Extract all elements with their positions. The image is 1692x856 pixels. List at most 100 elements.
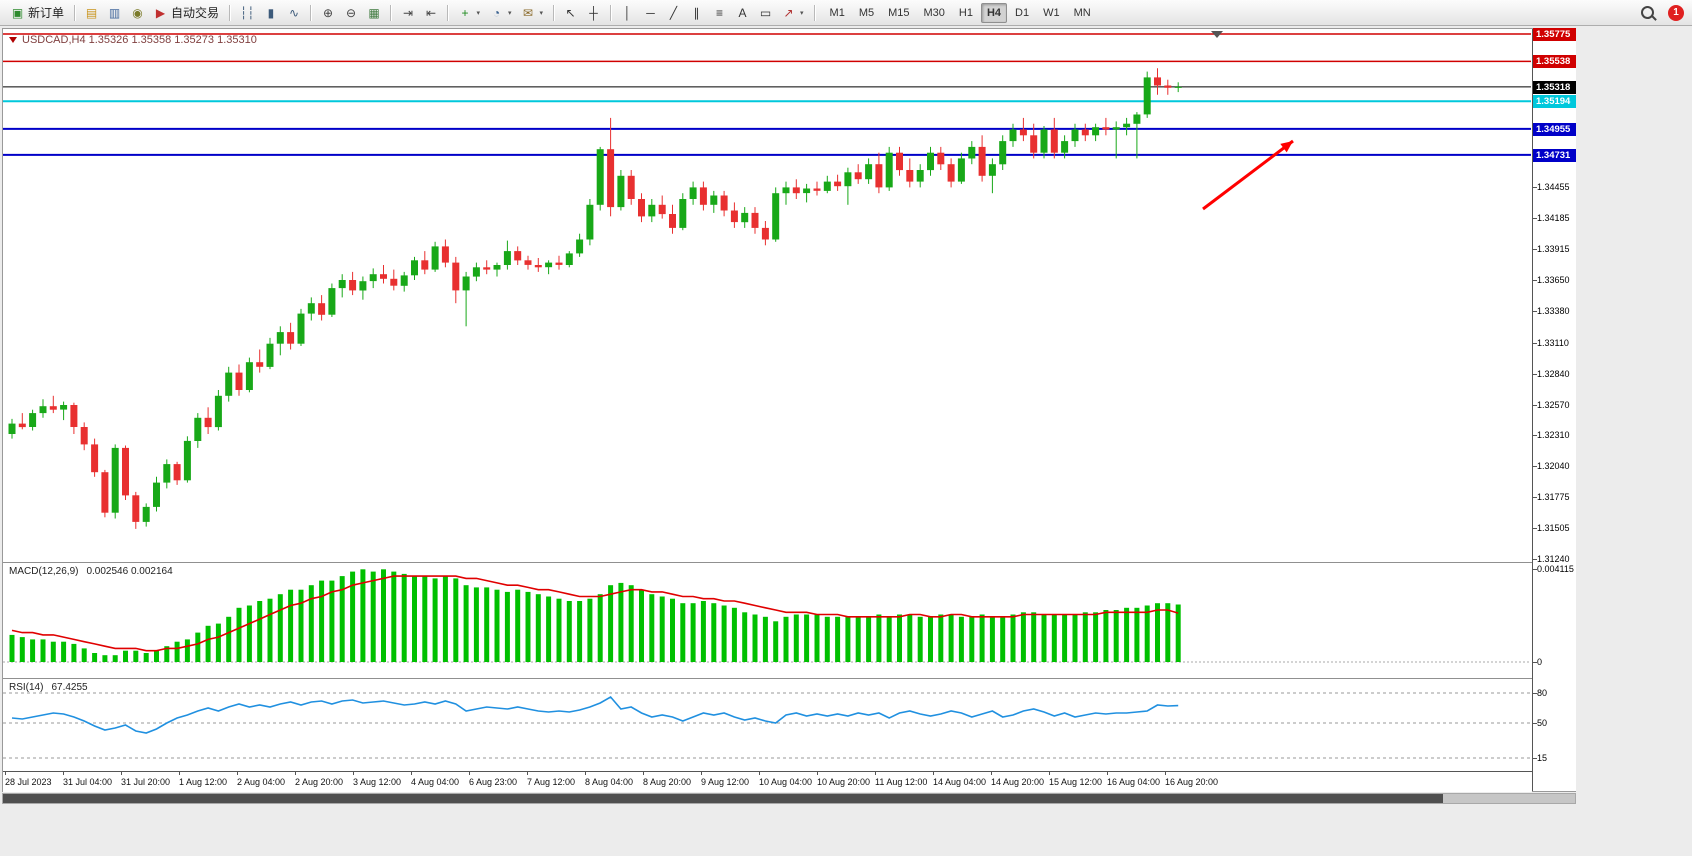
timeframe-m30-button[interactable]: M30 [923, 6, 945, 19]
price-axis-label: 1.33650 [1537, 275, 1570, 285]
bar-chart-button[interactable]: ┆┆ [235, 2, 259, 24]
horizontal-scrollbar[interactable] [2, 793, 1576, 804]
templates-button[interactable]: ✉ ▾ [517, 2, 549, 24]
time-axis-tick [353, 772, 354, 775]
time-axis-label: 2 Aug 20:00 [295, 777, 344, 787]
vertical-line-button[interactable]: │ [616, 2, 639, 24]
trend-arrow-annotation[interactable] [1202, 139, 1294, 211]
timeframe-m5-button[interactable]: M5 [858, 6, 875, 19]
horizontal-scrollbar-thumb[interactable] [3, 794, 1443, 803]
notification-badge[interactable]: 1 [1668, 4, 1684, 21]
auto-trading-button[interactable]: ▶ 自动交易 [149, 2, 224, 24]
navigator-button[interactable]: ◉ [126, 2, 149, 24]
macd-title: MACD(12,26,9) 0.002546 0.002164 [9, 566, 173, 577]
timeframe-w1-button[interactable]: W1 [1043, 6, 1060, 19]
rsi-panel[interactable] [3, 679, 1531, 771]
data-window-button[interactable]: ▥ [103, 2, 126, 24]
price-axis[interactable]: 1.34455 1.34185 1.33915 1.33650 1.33380 1.331… [1532, 28, 1576, 791]
price-chart-panel[interactable] [3, 29, 1531, 562]
periods-button[interactable]: ◔ ▾ [485, 2, 517, 24]
time-axis-tick [701, 772, 702, 775]
price-axis-label: 1.31775 [1537, 492, 1570, 502]
axis-tick [1533, 693, 1537, 694]
chart-shift-icon: ⇤ [425, 5, 437, 20]
time-axis-tick [469, 772, 470, 775]
indicators-button[interactable]: + ▾ [453, 2, 485, 24]
timeframe-d1-button[interactable]: D1 [1015, 6, 1030, 19]
dropdown-caret-icon[interactable]: ▾ [800, 9, 804, 17]
data-window-icon: ▥ [108, 5, 121, 20]
time-axis-tick [295, 772, 296, 775]
line-chart-button[interactable]: ∿ [282, 2, 305, 24]
new-order-button[interactable]: ▣ 新订单 [6, 2, 69, 24]
rsi-name: RSI(14) [9, 682, 44, 693]
time-axis-label: 14 Aug 20:00 [991, 777, 1045, 787]
arrows-button[interactable]: ↗ ▾ [777, 2, 809, 24]
toolbar-separator [310, 4, 312, 21]
timeframe-h4-button[interactable]: H4 [980, 2, 1008, 23]
timeframe-m1-button[interactable]: M1 [829, 6, 845, 19]
time-axis-label: 15 Aug 12:00 [1049, 777, 1103, 787]
time-axis-tick [121, 772, 122, 775]
fibonacci-button[interactable]: ≡ [708, 2, 731, 24]
symbol-marker-icon [9, 37, 17, 43]
price-tag-1.34731: 1.34731 [1533, 149, 1576, 162]
auto-scroll-button[interactable]: ⇥ [396, 2, 419, 24]
arrow-object-icon: ↗ [783, 5, 794, 20]
dropdown-caret-icon[interactable]: ▾ [508, 9, 512, 17]
search-button[interactable] [1636, 2, 1659, 24]
equidistant-channel-button[interactable]: ∥ [685, 2, 708, 24]
price-axis-label: 1.32310 [1537, 430, 1570, 440]
zoom-in-icon: ⊕ [322, 5, 334, 20]
candlestick-chart-button[interactable]: ▮ [259, 2, 282, 24]
panel-separator[interactable] [3, 562, 1575, 563]
timeframe-toolbar: M1 M5 M15 M30 H1 H4 D1 W1 MN [824, 2, 1097, 23]
chart-shift-button[interactable]: ⇤ [419, 2, 442, 24]
time-axis-tick [237, 772, 238, 775]
timeframe-mn-button[interactable]: MN [1073, 6, 1091, 19]
time-axis[interactable]: 28 Jul 2023 31 Jul 04:00 31 Jul 20:00 1 Aug… [3, 771, 1532, 792]
horizontal-line-button[interactable]: ─ [639, 2, 662, 24]
axis-tick [1533, 311, 1537, 312]
zoom-in-button[interactable]: ⊕ [316, 2, 339, 24]
macd-panel[interactable] [3, 563, 1531, 677]
axis-tick [1533, 569, 1537, 570]
text-button[interactable]: A [731, 2, 754, 24]
zoom-out-icon: ⊖ [345, 5, 357, 20]
axis-tick [1533, 374, 1537, 375]
time-axis-label: 3 Aug 12:00 [353, 777, 402, 787]
price-tag-1.35194: 1.35194 [1533, 95, 1576, 108]
time-axis-label: 6 Aug 23:00 [469, 777, 518, 787]
time-axis-tick [875, 772, 876, 775]
timeframe-h1-button[interactable]: H1 [958, 6, 973, 19]
rsi-value: 67.4255 [51, 682, 88, 693]
panel-separator[interactable] [3, 678, 1575, 679]
axis-tick [1533, 497, 1537, 498]
time-axis-label: 8 Aug 20:00 [643, 777, 692, 787]
rsi-title: RSI(14) 67.4255 [9, 682, 88, 693]
toolbar-separator [390, 4, 392, 21]
chart-shift-marker[interactable] [1211, 31, 1223, 38]
text-label-button[interactable]: ▭ [754, 2, 777, 24]
timeframe-m15-button[interactable]: M15 [888, 6, 910, 19]
crosshair-button[interactable]: ┼ [582, 2, 605, 24]
trendline-button[interactable]: ╱ [662, 2, 685, 24]
axis-tick [1533, 280, 1537, 281]
axis-tick [1533, 249, 1537, 250]
dropdown-caret-icon[interactable]: ▾ [539, 9, 544, 17]
time-axis-label: 10 Aug 20:00 [817, 777, 871, 787]
candles-layer[interactable] [8, 68, 1182, 529]
toolbar-right: 1 [1636, 2, 1686, 24]
market-watch-button[interactable]: ▤ [80, 2, 103, 24]
cursor-button[interactable]: ↖ [559, 2, 582, 24]
time-axis-tick [179, 772, 180, 775]
dropdown-caret-icon[interactable]: ▾ [476, 9, 480, 17]
zoom-out-button[interactable]: ⊖ [339, 2, 362, 24]
auto-trading-icon: ▶ [155, 5, 166, 20]
time-axis-tick [991, 772, 992, 775]
macd-axis-label: 0.004115 [1537, 564, 1574, 574]
market-watch-icon: ▤ [85, 5, 98, 20]
tile-windows-button[interactable]: ▦ [362, 2, 385, 24]
bar-chart-icon: ┆┆ [240, 5, 255, 20]
templates-icon: ✉ [522, 5, 534, 20]
